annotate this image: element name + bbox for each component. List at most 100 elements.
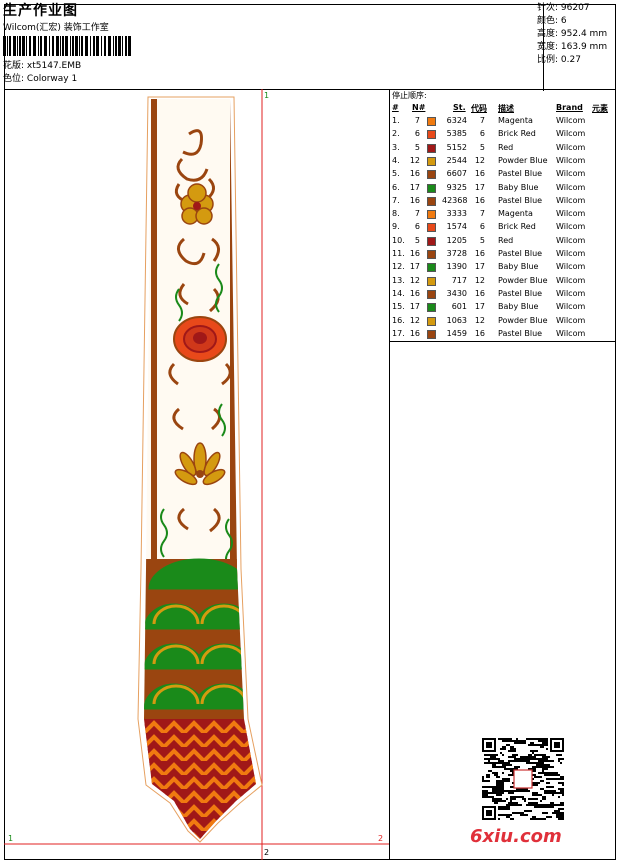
cell-n: 17 xyxy=(409,182,420,192)
table-row: 10. 5 1205 5 Red Wilcom xyxy=(392,236,614,248)
color-swatch xyxy=(427,276,436,286)
cell-desc: Baby Blue xyxy=(498,302,539,312)
cell-brand: Wilcom xyxy=(556,262,586,272)
marker-top: 1 xyxy=(264,91,269,100)
cell-brand: Wilcom xyxy=(556,116,586,125)
cell-idx: 12. xyxy=(392,262,405,272)
cell-brand: Wilcom xyxy=(556,235,586,245)
pattern-label: 花版: xyxy=(3,61,25,71)
cell-n: 6 xyxy=(414,129,420,139)
cell-n: 17 xyxy=(409,262,420,272)
cell-st: 601 xyxy=(451,302,467,312)
cell-st: 5152 xyxy=(446,142,467,152)
cell-brand: Wilcom xyxy=(556,315,586,325)
color-swatch xyxy=(427,196,436,206)
stat-stitches: 针次: 96207 xyxy=(537,3,590,13)
col-needle: N# xyxy=(412,103,426,112)
cell-n: 5 xyxy=(414,142,420,152)
cell-brand: Wilcom xyxy=(556,275,586,285)
cell-brand: Wilcom xyxy=(556,182,586,192)
cell-desc: Red xyxy=(498,235,514,245)
stat-height: 高度: 952.4 mm xyxy=(537,29,608,39)
cell-st: 3430 xyxy=(446,288,467,298)
cell-code: 16 xyxy=(474,328,485,338)
color-swatch xyxy=(427,316,436,326)
cell-idx: 17. xyxy=(392,328,405,338)
cell-desc: Baby Blue xyxy=(498,262,539,272)
cell-idx: 8. xyxy=(392,209,400,219)
stat-width: 宽度: 163.9 mm xyxy=(537,42,608,52)
table-row: 6. 17 9325 17 Baby Blue Wilcom xyxy=(392,183,614,195)
cell-n: 16 xyxy=(409,328,420,338)
cell-code: 12 xyxy=(474,275,485,285)
col-element: 元素 xyxy=(592,104,608,113)
stat-colors: 颜色: 6 xyxy=(537,16,567,26)
cell-code: 16 xyxy=(474,249,485,258)
cell-idx: 7. xyxy=(392,195,400,205)
cell-code: 5 xyxy=(479,235,485,245)
cell-n: 6 xyxy=(414,222,420,232)
cell-idx: 6. xyxy=(392,182,400,192)
cell-idx: 14. xyxy=(392,288,405,298)
cell-desc: Pastel Blue xyxy=(498,288,543,298)
cell-desc: Baby Blue xyxy=(498,182,539,192)
color-swatch xyxy=(427,143,436,153)
page-title: 生产作业图 xyxy=(3,3,78,19)
cell-st: 1063 xyxy=(446,315,467,325)
table-row: 2. 6 5385 6 Brick Red Wilcom xyxy=(392,129,614,141)
color-swatch xyxy=(427,210,436,220)
cell-brand: Wilcom xyxy=(556,195,586,205)
table-row: 1. 7 6324 7 Magenta Wilcom xyxy=(392,116,614,128)
col-code: 代码 xyxy=(471,104,487,113)
color-swatch xyxy=(427,156,436,166)
marker-right: 2 xyxy=(378,834,383,843)
pattern-value: xt5147.EMB xyxy=(26,61,82,71)
cell-n: 16 xyxy=(409,195,420,205)
cell-n: 17 xyxy=(409,302,420,312)
cell-brand: Wilcom xyxy=(556,209,586,219)
table-row: 15. 17 601 17 Baby Blue Wilcom xyxy=(392,302,614,314)
color-swatch xyxy=(427,236,436,246)
cell-desc: Pastel Blue xyxy=(498,169,543,179)
color-swatch xyxy=(427,130,436,140)
table-row: 16. 12 1063 12 Powder Blue Wilcom xyxy=(392,316,614,328)
color-swatch xyxy=(427,170,436,180)
cell-idx: 4. xyxy=(392,155,400,165)
table-row: 8. 7 3333 7 Magenta Wilcom xyxy=(392,209,614,221)
col-desc: 描述 xyxy=(498,104,514,113)
cell-st: 6324 xyxy=(446,116,467,125)
cell-n: 12 xyxy=(409,155,420,165)
cell-n: 16 xyxy=(409,169,420,179)
cell-st: 717 xyxy=(451,275,467,285)
cell-code: 17 xyxy=(474,302,485,312)
cell-code: 16 xyxy=(474,195,485,205)
colorway: 色位: Colorway 1 xyxy=(3,71,77,84)
cell-n: 16 xyxy=(409,288,420,298)
cell-idx: 1. xyxy=(392,116,400,125)
cell-idx: 2. xyxy=(392,129,400,139)
tie-fill xyxy=(144,99,256,839)
table-row: 9. 6 1574 6 Brick Red Wilcom xyxy=(392,222,614,234)
table-row: 4. 12 2544 12 Powder Blue Wilcom xyxy=(392,156,614,168)
colorway-value: Colorway 1 xyxy=(26,74,78,84)
cell-desc: Powder Blue xyxy=(498,275,548,285)
cell-idx: 3. xyxy=(392,142,400,152)
cell-brand: Wilcom xyxy=(556,155,586,165)
embroidery-design: 1 1 2 2 xyxy=(4,89,390,860)
cell-desc: Powder Blue xyxy=(498,315,548,325)
design-stats: 针次: 96207 颜色: 6 高度: 952.4 mm 宽度: 163.9 m… xyxy=(537,2,607,67)
cell-brand: Wilcom xyxy=(556,302,586,312)
cell-brand: Wilcom xyxy=(556,328,586,338)
watermark-logo: 6xiu.com xyxy=(470,826,562,847)
cell-idx: 16. xyxy=(392,315,405,325)
cell-code: 7 xyxy=(479,209,485,219)
cell-idx: 15. xyxy=(392,302,405,312)
col-brand: Brand xyxy=(556,103,583,112)
cell-code: 12 xyxy=(474,155,485,165)
cell-desc: Brick Red xyxy=(498,129,536,139)
color-swatch xyxy=(427,329,436,339)
cell-code: 16 xyxy=(474,169,485,179)
cell-idx: 11. xyxy=(392,249,405,258)
cell-code: 7 xyxy=(479,116,485,125)
cell-brand: Wilcom xyxy=(556,129,586,139)
